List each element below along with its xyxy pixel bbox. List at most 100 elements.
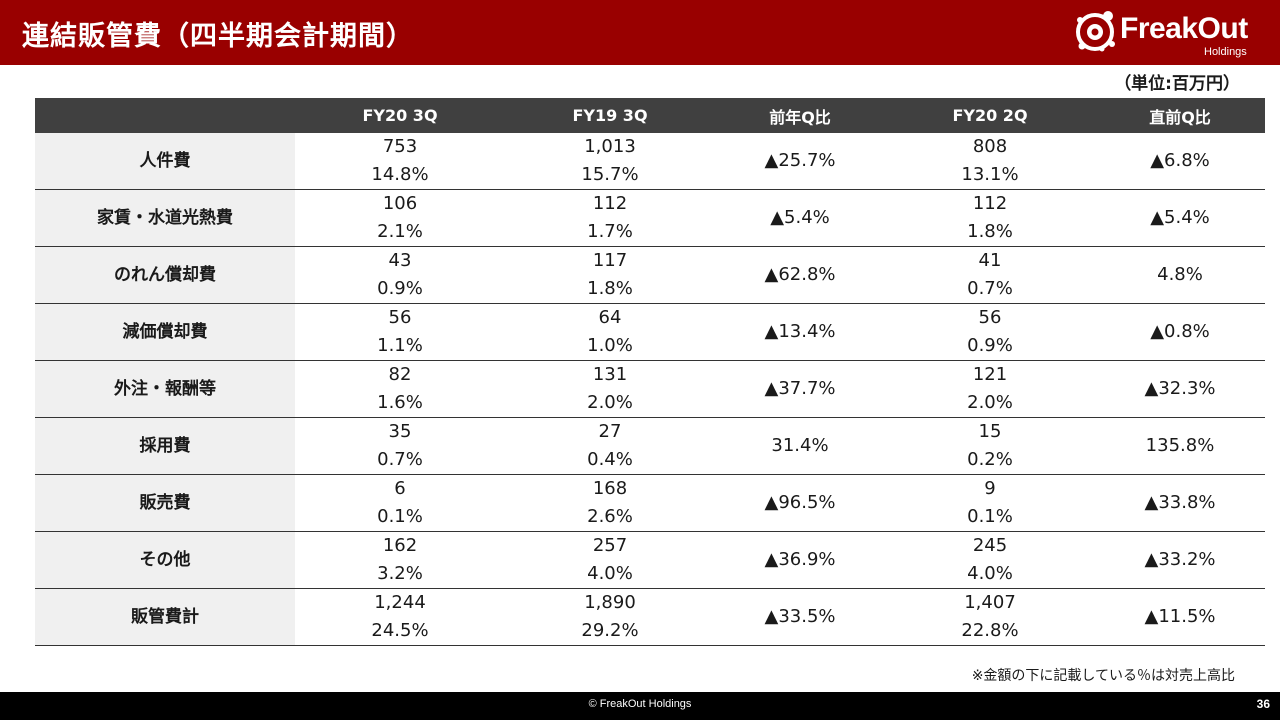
qoq-change: ▲33.2% [1095, 531, 1265, 589]
table-header-row: FY20 3Q FY19 3Q 前年Q比 FY20 2Q 直前Q比 [35, 98, 1265, 133]
fy20-3q-sales-ratio: 2.1% [377, 221, 423, 242]
fy20-3q-sales-ratio: 0.7% [377, 449, 423, 470]
footer-bar: © FreakOut Holdings 36 [0, 692, 1280, 720]
fy19-3q-amount: 117 [592, 250, 628, 271]
fy20-3q-sales-ratio: 24.5% [371, 620, 429, 641]
qoq-change: 4.8% [1095, 246, 1265, 304]
column-header-label [35, 98, 295, 133]
fy20-3q-amount: 106 [382, 193, 418, 214]
row-label: 人件費 [35, 133, 295, 190]
fy20-3q-sales-ratio: 14.8% [371, 164, 429, 185]
fy20-2q-sales-ratio: 0.9% [967, 335, 1013, 356]
copyright-text: © FreakOut Holdings [588, 698, 692, 710]
fy20-2q-cell: 245 4.0% [885, 531, 1095, 589]
fy20-2q-sales-ratio: 0.1% [967, 506, 1013, 527]
fy19-3q-sales-ratio: 1.0% [587, 335, 633, 356]
table-row: 減価償却費 56 1.1% 64 1.0% ▲13.4% 56 0.9% ▲0.8% [35, 303, 1265, 361]
row-label: その他 [35, 531, 295, 589]
page-number: 36 [1256, 697, 1270, 711]
fy19-3q-sales-ratio: 2.6% [587, 506, 633, 527]
qoq-change: 135.8% [1095, 417, 1265, 475]
fy20-3q-sales-ratio: 3.2% [377, 563, 423, 584]
fy20-2q-cell: 15 0.2% [885, 417, 1095, 475]
fy20-2q-amount: 41 [978, 250, 1002, 271]
fy20-3q-amount: 753 [382, 136, 418, 157]
yoy-change: ▲37.7% [715, 360, 885, 418]
yoy-change: ▲96.5% [715, 474, 885, 532]
fy20-3q-cell: 43 0.9% [295, 246, 505, 304]
qoq-change: ▲11.5% [1095, 588, 1265, 646]
row-label: のれん償却費 [35, 246, 295, 304]
fy20-2q-sales-ratio: 1.8% [967, 221, 1013, 242]
fy20-2q-cell: 41 0.7% [885, 246, 1095, 304]
qoq-change: ▲0.8% [1095, 303, 1265, 361]
fy19-3q-amount: 112 [592, 193, 628, 214]
fy19-3q-sales-ratio: 1.7% [587, 221, 633, 242]
fy20-3q-sales-ratio: 1.1% [377, 335, 423, 356]
logo-subtitle: Holdings [1204, 46, 1247, 58]
fy19-3q-sales-ratio: 2.0% [587, 392, 633, 413]
fy19-3q-amount: 1,890 [584, 592, 636, 613]
yoy-change: ▲62.8% [715, 246, 885, 304]
table-row: 採用費 35 0.7% 27 0.4% 31.4% 15 0.2% 135.8% [35, 417, 1265, 475]
table-row: 人件費 753 14.8% 1,013 15.7% ▲25.7% 808 13.1% ▲6.8% [35, 133, 1265, 190]
fy20-3q-amount: 35 [388, 421, 412, 442]
fy20-2q-amount: 808 [972, 136, 1008, 157]
fy20-2q-amount: 15 [978, 421, 1002, 442]
fy20-2q-amount: 112 [972, 193, 1008, 214]
table-row: のれん償却費 43 0.9% 117 1.8% ▲62.8% 41 0.7% 4.8% [35, 246, 1265, 304]
yoy-change: ▲13.4% [715, 303, 885, 361]
fy20-2q-amount: 56 [978, 307, 1002, 328]
fy19-3q-amount: 257 [592, 535, 628, 556]
fy20-2q-amount: 245 [972, 535, 1008, 556]
column-header-yoy: 前年Q比 [715, 98, 885, 133]
fy20-3q-amount: 56 [388, 307, 412, 328]
column-header-qoq: 直前Q比 [1095, 98, 1265, 133]
freakout-logo: FreakOut Holdings [1066, 4, 1280, 62]
table-row: 販管費計 1,244 24.5% 1,890 29.2% ▲33.5% 1,407 22.8%… [35, 588, 1265, 646]
fy20-2q-cell: 808 13.1% [885, 133, 1095, 190]
column-header-fy19-3q: FY19 3Q [505, 98, 715, 133]
fy20-3q-cell: 82 1.6% [295, 360, 505, 418]
qoq-change: ▲5.4% [1095, 189, 1265, 247]
fy19-3q-amount: 168 [592, 478, 628, 499]
fy20-2q-cell: 112 1.8% [885, 189, 1095, 247]
fy20-3q-cell: 106 2.1% [295, 189, 505, 247]
fy20-3q-cell: 35 0.7% [295, 417, 505, 475]
fy20-3q-sales-ratio: 0.9% [377, 278, 423, 299]
table-row: 家賃・水道光熱費 106 2.1% 112 1.7% ▲5.4% 112 1.8% ▲5.4% [35, 189, 1265, 247]
column-header-fy20-2q: FY20 2Q [885, 98, 1095, 133]
footnote: ※金額の下に記載している％は対売上高比 [971, 668, 1235, 684]
fy20-3q-amount: 6 [394, 478, 406, 499]
fy19-3q-cell: 1,013 15.7% [505, 133, 715, 190]
table-row: 外注・報酬等 82 1.6% 131 2.0% ▲37.7% 121 2.0% ▲32.3% [35, 360, 1265, 418]
column-header-fy20-3q: FY20 3Q [295, 98, 505, 133]
yoy-change: 31.4% [715, 417, 885, 475]
fy20-3q-cell: 753 14.8% [295, 133, 505, 190]
fy20-3q-amount: 43 [388, 250, 412, 271]
fy20-2q-sales-ratio: 0.7% [967, 278, 1013, 299]
sga-expense-table: FY20 3Q FY19 3Q 前年Q比 FY20 2Q 直前Q比 人件費 753… [35, 98, 1265, 646]
fy20-3q-cell: 6 0.1% [295, 474, 505, 532]
fy20-2q-sales-ratio: 22.8% [961, 620, 1019, 641]
row-label: 外注・報酬等 [35, 360, 295, 418]
fy20-2q-sales-ratio: 2.0% [967, 392, 1013, 413]
fy19-3q-sales-ratio: 1.8% [587, 278, 633, 299]
fy20-3q-amount: 162 [382, 535, 418, 556]
qoq-change: ▲33.8% [1095, 474, 1265, 532]
fy20-3q-amount: 82 [388, 364, 412, 385]
fy19-3q-cell: 168 2.6% [505, 474, 715, 532]
logo-wordmark: FreakOut [1120, 12, 1248, 45]
fy19-3q-cell: 1,890 29.2% [505, 588, 715, 646]
qoq-change: ▲32.3% [1095, 360, 1265, 418]
fy19-3q-amount: 131 [592, 364, 628, 385]
row-label: 販売費 [35, 474, 295, 532]
fy20-3q-sales-ratio: 1.6% [377, 392, 423, 413]
fy20-3q-amount: 1,244 [374, 592, 426, 613]
page-title: 連結販管費（四半期会計期間） [22, 21, 414, 52]
fy20-2q-amount: 9 [984, 478, 996, 499]
fy19-3q-sales-ratio: 0.4% [587, 449, 633, 470]
title-bar: 連結販管費（四半期会計期間） FreakOut Holdings [0, 0, 1280, 65]
fy19-3q-cell: 27 0.4% [505, 417, 715, 475]
unit-label: （単位:百万円） [1114, 74, 1240, 94]
